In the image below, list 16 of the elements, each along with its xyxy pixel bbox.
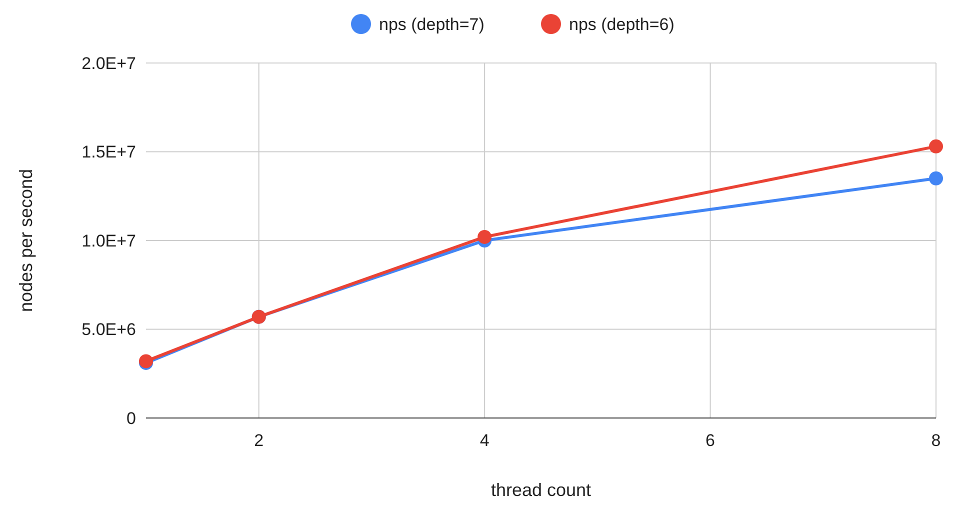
legend-label: nps (depth=7) [379,14,484,34]
x-tick-label: 2 [254,431,264,450]
x-tick-label: 6 [706,431,716,450]
point [929,139,943,154]
y-axis-title: nodes per second [16,168,36,312]
y-tick-label: 5.0E+6 [82,320,136,340]
y-tick-label: 0 [126,408,136,428]
x-tick-label: 4 [480,431,490,450]
y-tick-label: 1.5E+7 [82,142,136,162]
x-tick-label: 8 [931,431,941,450]
y-tick-label: 2.0E+7 [82,54,136,73]
point [478,230,492,244]
x-axis-title: thread count [490,480,592,500]
legend-label: nps (depth=6) [569,14,674,34]
point [929,171,943,186]
y-tick-label: 1.0E+7 [82,231,136,250]
